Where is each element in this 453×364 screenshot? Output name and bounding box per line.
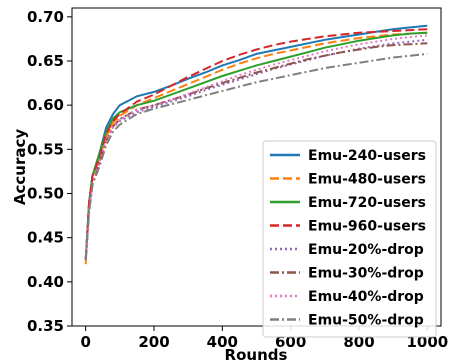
y-tick-label: 0.60 (27, 96, 64, 114)
x-tick-label: 400 (207, 333, 238, 351)
series-line-4 (84, 28, 428, 260)
legend-label: Emu-40%-drop (308, 289, 424, 305)
legend-label: Emu-480-users (308, 172, 426, 188)
legend: Emu-240-users Emu-480-users Emu-720-users E… (262, 140, 437, 338)
series-line-2 (84, 31, 428, 265)
legend-frame (262, 140, 437, 338)
series-line-7 (84, 34, 428, 260)
legend-label: Emu-30%-drop (308, 266, 424, 282)
y-tick-label: 0.45 (27, 229, 64, 247)
series-line-8 (84, 52, 428, 260)
series-lines (84, 24, 428, 265)
y-tick-label: 0.65 (27, 52, 64, 70)
legend-label: Emu-960-users (308, 219, 426, 235)
y-axis: 0.35 0.40 0.45 0.50 0.55 0.60 0.65 0.70 (27, 8, 72, 335)
legend-label: Emu-720-users (308, 195, 426, 211)
plot-frame (71, 7, 442, 327)
y-tick-label: 0.35 (27, 317, 64, 335)
legend-label: Emu-20%-drop (308, 242, 424, 258)
y-tick-label: 0.50 (27, 185, 64, 203)
x-axis-label: Rounds (225, 346, 288, 364)
legend-label: Emu-240-users (308, 148, 426, 164)
y-tick-label: 0.55 (27, 140, 64, 158)
x-axis: 0 200 400 600 800 1000 (80, 326, 448, 351)
legend-label: Emu-50%-drop (308, 313, 424, 329)
x-tick-label: 0 (80, 333, 90, 351)
y-tick-label: 0.70 (27, 8, 64, 26)
x-tick-label: 200 (138, 333, 169, 351)
series-line-1 (84, 24, 428, 260)
y-tick-label: 0.40 (27, 273, 64, 291)
y-axis-label: Accuracy (11, 129, 29, 205)
